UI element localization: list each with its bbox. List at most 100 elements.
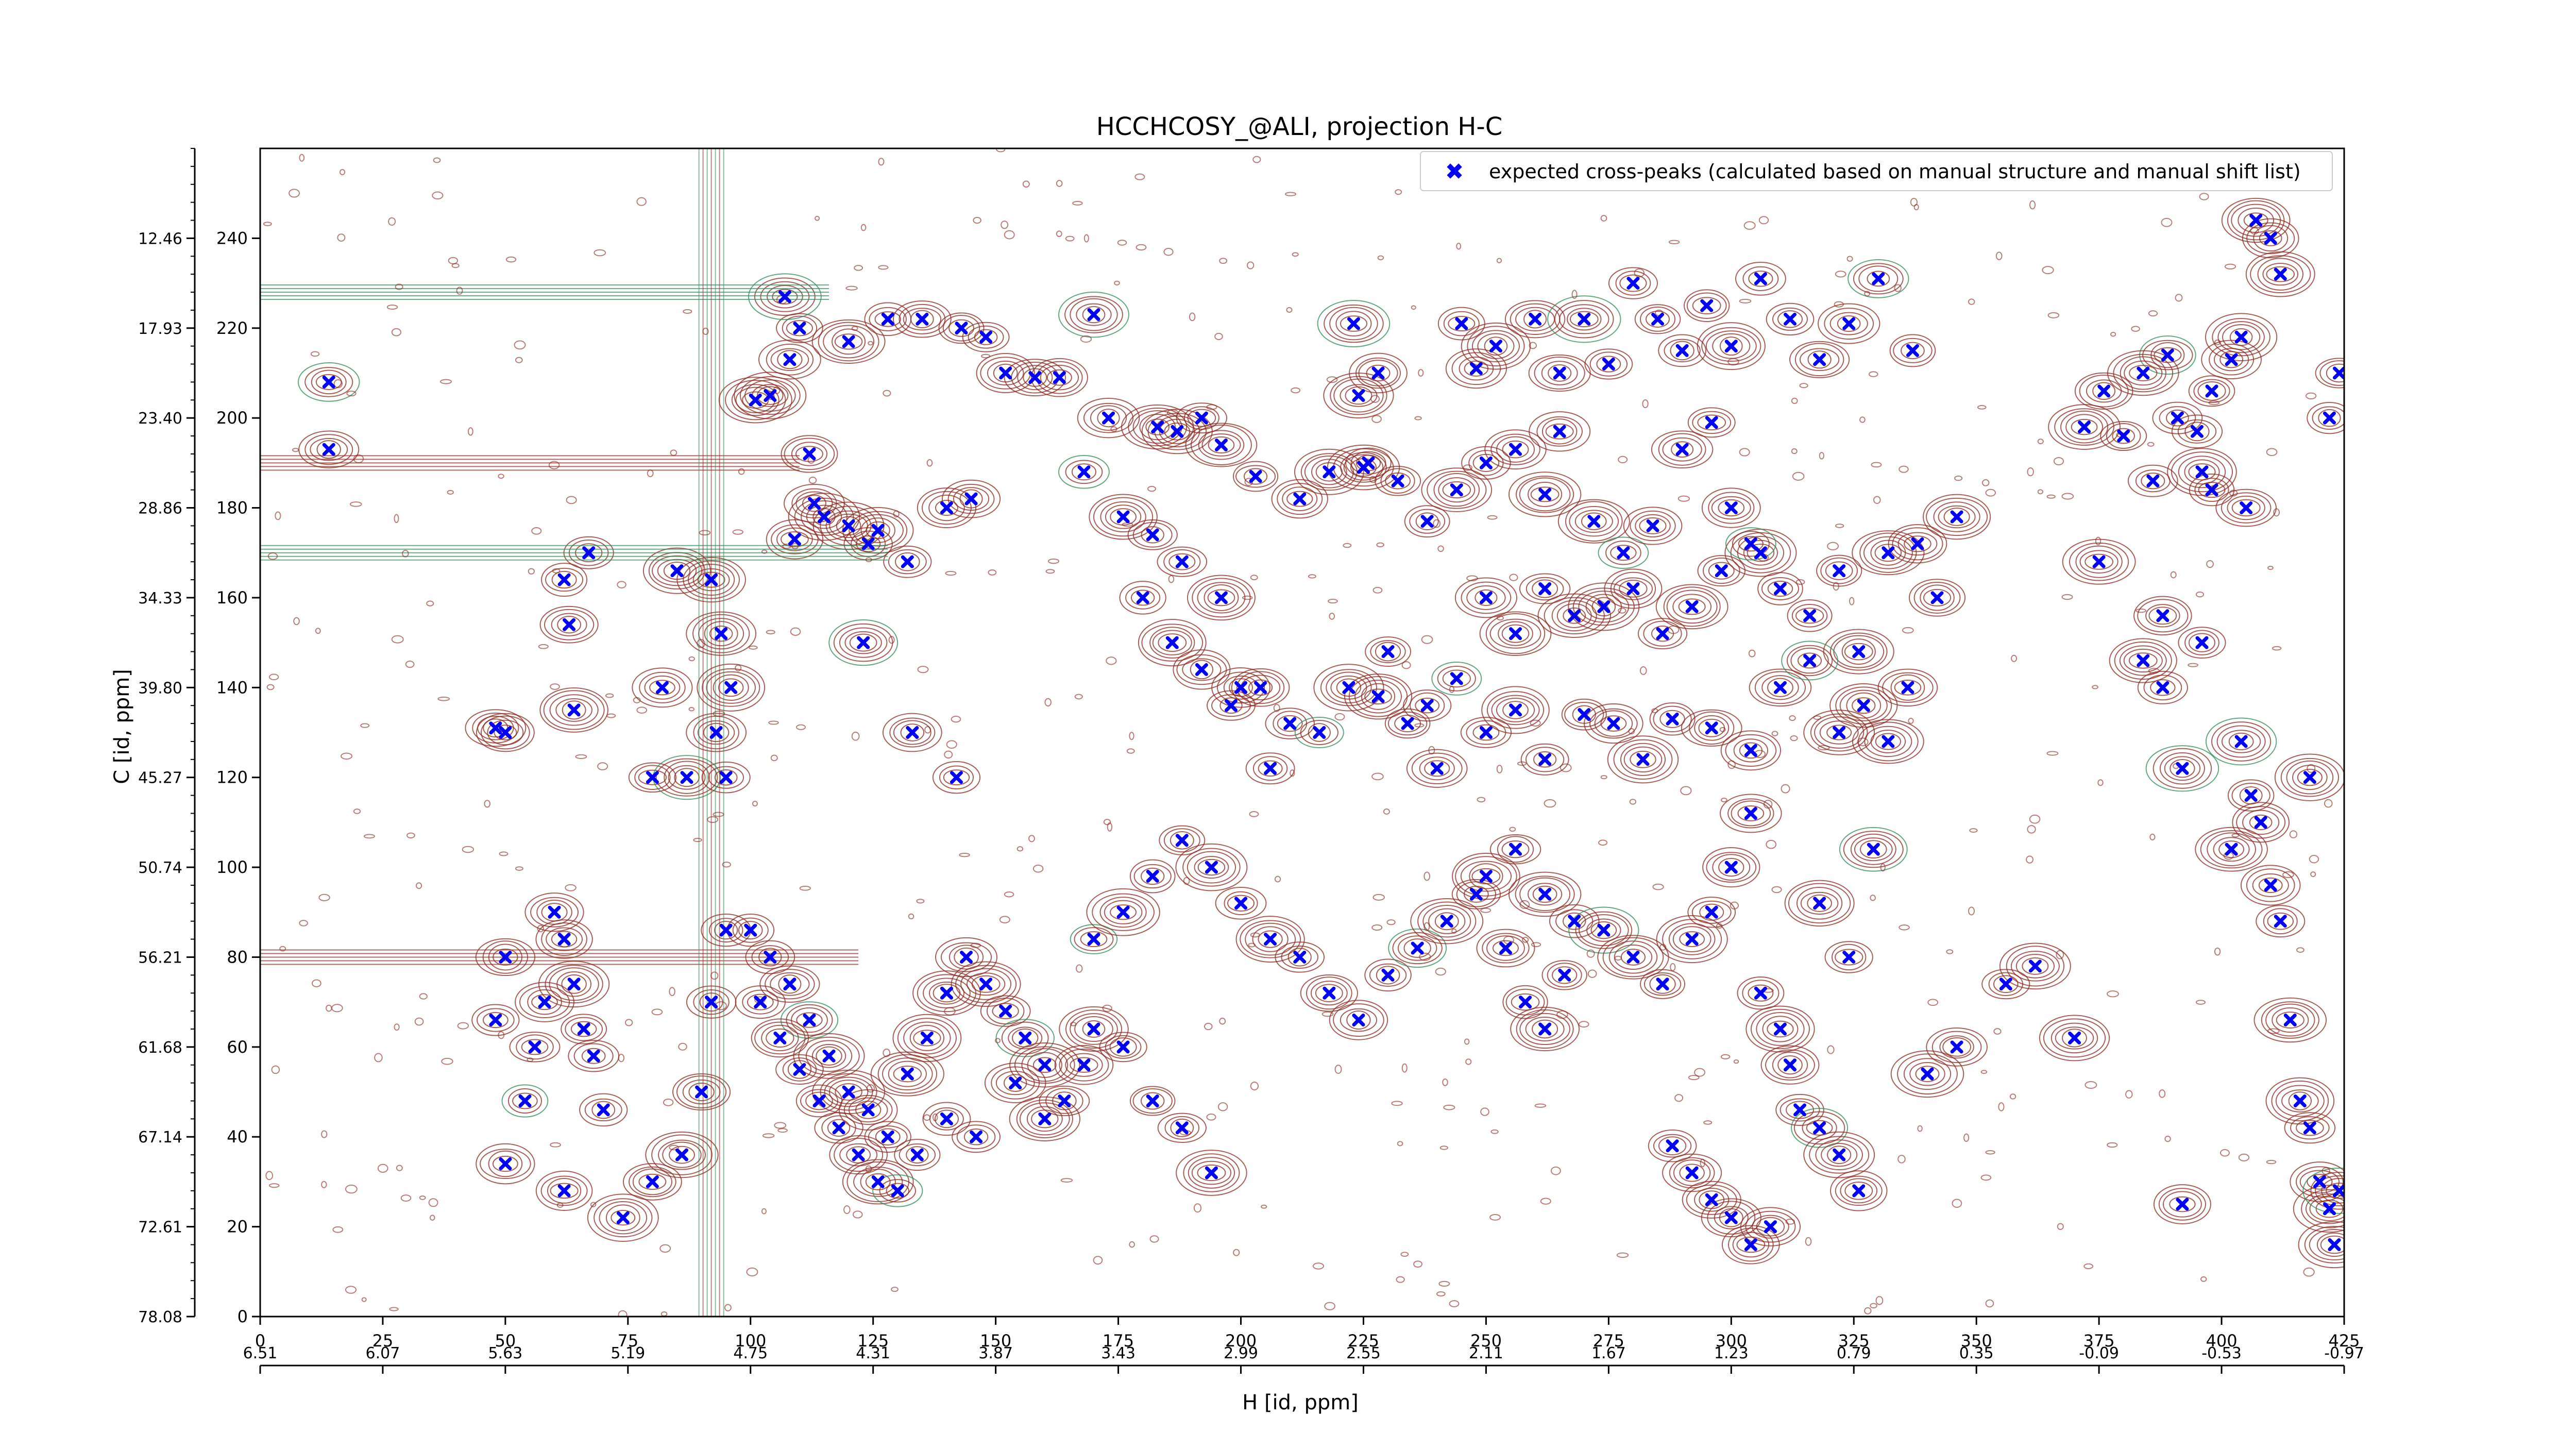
x-ppm-tick-label: 1.67 <box>1591 1344 1626 1362</box>
noise-speck <box>878 265 889 270</box>
noise-speck <box>1871 462 1882 468</box>
noise-speck <box>1908 717 1914 724</box>
cross-peak-marker <box>1724 1211 1738 1224</box>
contour-peak <box>1687 897 1736 928</box>
contour-peak <box>1655 584 1728 630</box>
noise-speck <box>2147 442 2155 447</box>
contour-peak <box>1271 479 1328 519</box>
cross-peak-marker <box>1685 600 1699 613</box>
cross-peak-marker <box>1205 861 1218 874</box>
contour-column <box>698 148 724 1317</box>
noise-speck <box>548 461 560 469</box>
noise-speck <box>854 265 863 271</box>
y-ppm-tick-label: 72.61 <box>138 1219 182 1237</box>
contour-peak <box>1651 430 1714 469</box>
cross-peak-marker <box>1116 905 1130 919</box>
contour-peak <box>1317 300 1391 348</box>
contour-peak <box>1640 969 1686 999</box>
noise-speck <box>575 754 587 759</box>
contour-peak <box>1787 599 1833 632</box>
noise-speck <box>1261 1204 1267 1209</box>
noise-speck <box>633 697 641 703</box>
cross-peak-marker <box>1538 582 1552 595</box>
noise-speck <box>1334 1065 1342 1074</box>
noise-speck <box>1600 215 1607 222</box>
cross-peak-marker <box>1724 501 1738 515</box>
noise-speck <box>1411 305 1416 310</box>
cross-peak-marker <box>1656 978 1669 991</box>
noise-speck <box>2321 1167 2330 1175</box>
noise-speck <box>394 1023 400 1031</box>
cross-peak-marker <box>871 1175 885 1188</box>
noise-speck <box>1074 694 1083 700</box>
noise-speck <box>2095 536 2102 546</box>
contour-peak <box>1623 507 1683 545</box>
cross-peak-marker <box>1626 277 1640 290</box>
cross-peak-marker <box>2249 214 2263 227</box>
y-ppm-tick-label: 23.40 <box>138 410 182 428</box>
noise-speck <box>2170 571 2177 579</box>
noise-speck <box>1899 924 1910 931</box>
cross-peak-marker <box>1509 627 1522 641</box>
cross-peak-marker <box>2028 959 2042 973</box>
noise-speck <box>1060 1178 1073 1183</box>
noise-speck <box>888 636 895 644</box>
cross-peak-marker <box>1028 371 1042 384</box>
cross-peak-marker <box>1009 1076 1022 1090</box>
legend-marker: ✖ <box>1445 159 1464 185</box>
noise-speck <box>1870 1303 1877 1309</box>
contour-peak <box>1702 847 1760 888</box>
x-ppm-tick-label: 5.19 <box>611 1344 645 1362</box>
noise-speck <box>1730 901 1739 910</box>
cross-peak-marker <box>1950 510 1963 524</box>
cross-peak-marker <box>901 1067 914 1081</box>
cross-peak-marker <box>955 322 968 335</box>
noise-speck <box>360 723 370 728</box>
contour-peak <box>1235 916 1305 963</box>
noise-speck <box>791 543 799 549</box>
contour-peak <box>2100 421 2147 451</box>
noise-speck <box>2282 871 2294 879</box>
contour-peak <box>1176 1150 1247 1196</box>
noise-speck <box>1899 465 1909 473</box>
noise-speck <box>618 1310 628 1317</box>
cross-peak-marker <box>1391 474 1404 487</box>
noise-speck <box>2164 1135 2171 1142</box>
noise-speck <box>2289 830 2298 838</box>
noise-speck <box>416 882 422 889</box>
cross-peak-marker <box>1666 712 1679 726</box>
x-ppm-tick-label: 3.87 <box>978 1344 1013 1362</box>
cross-peak-marker <box>1626 582 1640 595</box>
cross-peak-marker <box>719 923 733 937</box>
noise-speck <box>1522 936 1529 943</box>
y-tick-label: 60 <box>227 1037 248 1057</box>
noise-speck <box>537 925 544 933</box>
noise-speck <box>2011 654 2018 662</box>
cross-peak-marker <box>1852 645 1866 659</box>
cross-peak-marker <box>1784 1058 1797 1072</box>
contour-peak <box>628 762 677 793</box>
noise-speck <box>528 568 535 575</box>
noise-speck <box>651 1008 663 1016</box>
noise-speck <box>1490 1129 1499 1134</box>
noise-speck <box>2148 668 2160 674</box>
contour-peak <box>2048 404 2121 450</box>
cross-peak-marker <box>1568 609 1581 622</box>
cross-peak-marker <box>773 1031 787 1044</box>
contour-peak <box>1829 683 1898 728</box>
noise-speck <box>531 527 542 535</box>
contour-peak <box>1766 302 1815 335</box>
noise-speck <box>926 459 933 467</box>
contour-peak <box>1737 976 1785 1010</box>
y-ppm-tick-label: 12.46 <box>138 230 182 248</box>
noise-speck <box>499 851 509 856</box>
cross-peak-marker <box>1151 420 1164 434</box>
cross-peak-marker <box>1852 1184 1866 1198</box>
cross-peak-marker <box>1479 456 1493 469</box>
cross-peak-marker <box>2176 1198 2189 1211</box>
contour-peak <box>1508 871 1582 917</box>
y-axis-ppm: 78.08 72.61 67.14 61.68 56.21 50.74 45.27 39.80… <box>138 148 196 1326</box>
noise-speck <box>980 353 991 359</box>
contour-peak <box>1454 577 1518 618</box>
cross-peak-marker <box>920 1031 934 1044</box>
